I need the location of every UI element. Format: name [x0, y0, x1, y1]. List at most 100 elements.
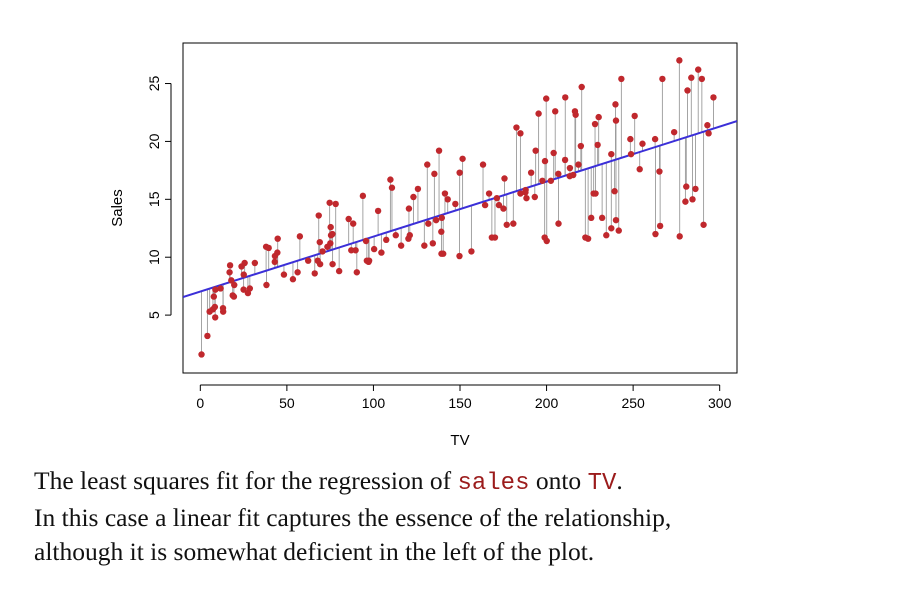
data-point — [552, 108, 559, 115]
data-point — [705, 130, 712, 137]
data-point — [676, 57, 683, 64]
data-point — [612, 101, 619, 108]
caption-var-tv: TV — [587, 470, 617, 497]
data-point — [315, 212, 322, 219]
data-point — [316, 238, 323, 246]
data-point — [383, 236, 390, 244]
data-point — [217, 285, 224, 292]
residual-lines — [201, 60, 714, 355]
data-point — [370, 245, 378, 253]
data-point — [397, 242, 405, 249]
fit-line-group — [183, 120, 737, 299]
data-point — [452, 200, 459, 208]
data-point — [615, 227, 622, 234]
data-point — [251, 259, 259, 267]
data-point — [688, 74, 695, 81]
data-point — [532, 147, 539, 154]
data-point — [456, 169, 463, 176]
x-tick-label: 100 — [362, 395, 386, 411]
data-point — [595, 113, 602, 121]
data-point — [332, 200, 339, 208]
data-point — [274, 235, 281, 242]
data-point — [485, 190, 493, 197]
data-point — [327, 223, 334, 231]
x-tick-label: 200 — [535, 395, 559, 411]
data-point — [698, 75, 706, 83]
data-point — [500, 205, 507, 212]
data-point — [543, 237, 550, 245]
data-point — [517, 190, 524, 197]
data-point — [271, 258, 278, 266]
data-point — [491, 234, 499, 241]
x-tick-label: 50 — [279, 395, 295, 411]
data-point — [603, 232, 610, 239]
data-point — [327, 240, 334, 247]
data-point — [578, 83, 585, 91]
data-point — [555, 170, 562, 178]
data-point — [594, 141, 601, 149]
data-point — [656, 168, 663, 175]
data-point — [421, 242, 428, 249]
data-point — [289, 276, 297, 283]
data-point — [611, 188, 618, 195]
data-point — [592, 190, 599, 197]
y-tick-label: 15 — [146, 191, 162, 207]
data-point — [684, 87, 691, 94]
data-point — [335, 267, 343, 275]
data-point — [231, 281, 238, 289]
data-point — [562, 94, 569, 101]
data-point — [240, 271, 247, 278]
data-point — [676, 233, 683, 240]
data-point — [535, 110, 542, 117]
data-point — [326, 199, 333, 206]
data-point — [219, 308, 227, 315]
data-point — [345, 215, 352, 223]
data-point — [374, 207, 382, 215]
data-point — [211, 303, 219, 311]
data-point — [353, 269, 361, 276]
data-point — [406, 232, 413, 239]
data-point — [577, 142, 585, 150]
data-point — [689, 196, 696, 203]
data-point — [265, 244, 272, 252]
figure-caption: The least squares fit for the regression… — [34, 464, 914, 569]
data-point — [274, 249, 281, 256]
data-point — [296, 233, 304, 240]
data-point — [555, 220, 562, 227]
data-point — [618, 75, 625, 83]
data-point — [584, 235, 592, 242]
y-tick-label: 5 — [146, 311, 162, 319]
caption-line-3: although it is somewhat deficient in the… — [34, 537, 595, 566]
data-point — [456, 252, 463, 260]
data-point — [651, 135, 659, 143]
data-point — [543, 95, 550, 102]
data-point — [204, 332, 211, 340]
caption-var-sales: sales — [457, 470, 530, 497]
data-point — [652, 230, 659, 238]
data-point — [378, 249, 385, 256]
y-tick-label: 20 — [146, 133, 162, 149]
data-point — [388, 184, 396, 191]
x-tick-label: 0 — [196, 395, 204, 411]
data-point — [429, 240, 437, 247]
data-point — [541, 157, 549, 165]
data-point — [392, 232, 399, 239]
data-point — [539, 177, 546, 184]
data-point — [226, 262, 234, 269]
data-point — [304, 257, 312, 264]
data-point — [591, 120, 599, 128]
data-point — [503, 221, 510, 228]
data-point — [441, 190, 449, 197]
data-point — [311, 270, 318, 277]
data-point — [700, 221, 707, 228]
data-point — [523, 194, 530, 202]
data-point — [240, 286, 247, 293]
data-point — [612, 117, 620, 124]
data-point — [481, 201, 489, 209]
data-point — [522, 186, 529, 194]
data-point — [670, 128, 678, 136]
data-point — [501, 175, 508, 182]
caption-line-2: In this case a linear fit captures the e… — [34, 503, 672, 532]
data-point — [410, 193, 417, 201]
data-point — [570, 171, 577, 179]
